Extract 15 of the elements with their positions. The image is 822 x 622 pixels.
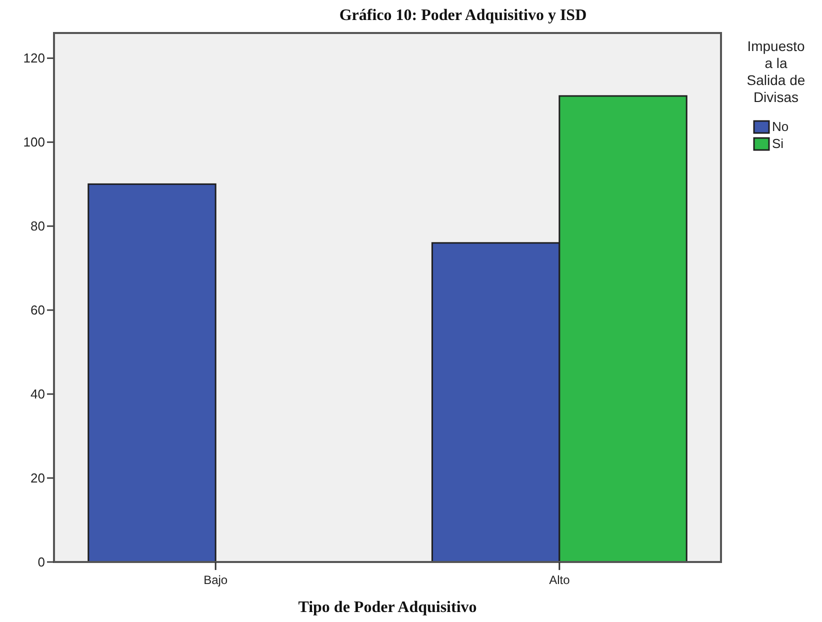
y-tick-label: 60 bbox=[30, 302, 45, 318]
legend-title: Impuesto a la Salida de Divisas bbox=[746, 38, 806, 105]
x-tick-label: Bajo bbox=[204, 573, 228, 587]
y-tick-label: 0 bbox=[38, 554, 45, 570]
x-tick-label: Alto bbox=[549, 573, 570, 587]
legend-label: No bbox=[772, 119, 789, 134]
bar bbox=[88, 183, 216, 563]
y-tick-label: 100 bbox=[23, 134, 45, 150]
y-tick-label: 80 bbox=[30, 218, 45, 234]
y-tick-label: 40 bbox=[30, 386, 45, 402]
legend-label: Si bbox=[772, 136, 784, 151]
y-tick-label: 20 bbox=[30, 470, 45, 486]
chart-title: Gráfico 10: Poder Adquisitivo y ISD bbox=[339, 7, 587, 24]
y-tick-label: 120 bbox=[23, 50, 45, 66]
x-axis-title: Tipo de Poder Adquisitivo bbox=[298, 599, 477, 616]
